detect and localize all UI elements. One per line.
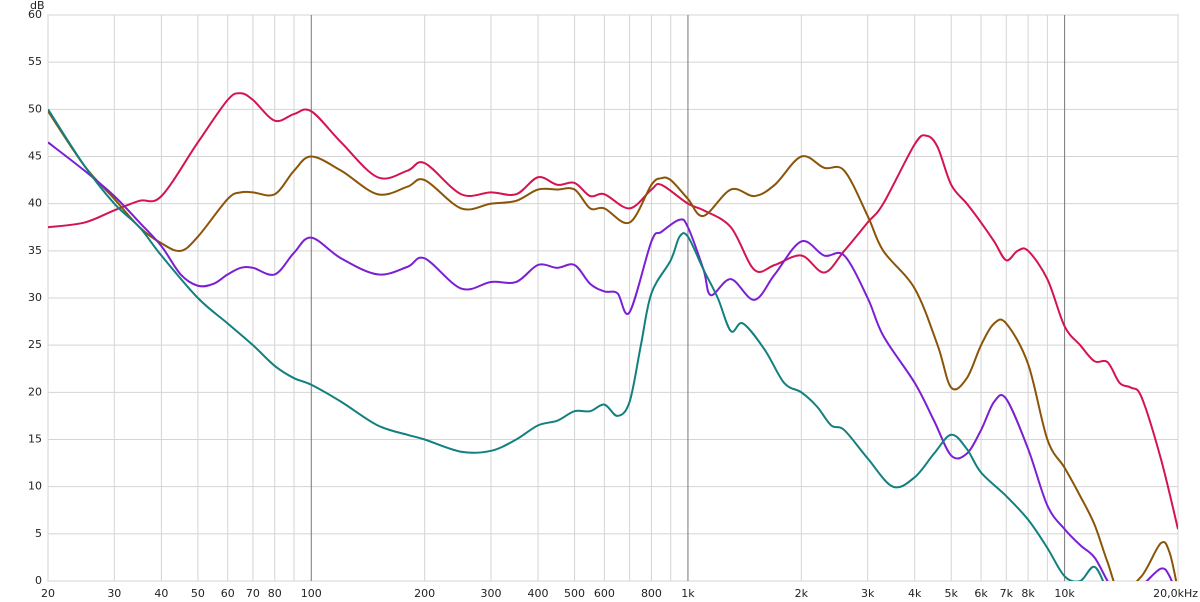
y-tick-label: 60 bbox=[28, 8, 42, 21]
x-tick-label: 60 bbox=[221, 587, 235, 600]
x-tick-label: 8k bbox=[1021, 587, 1035, 600]
y-tick-label: 50 bbox=[28, 102, 42, 115]
x-tick-label: 6k bbox=[974, 587, 988, 600]
x-tick-label: 20 bbox=[41, 587, 55, 600]
y-tick-label: 55 bbox=[28, 55, 42, 68]
y-tick-label: 15 bbox=[28, 433, 42, 446]
x-tick-label: 400 bbox=[528, 587, 549, 600]
x-tick-label: 800 bbox=[641, 587, 662, 600]
response-line bbox=[48, 92, 1178, 530]
x-tick-label: 3k bbox=[861, 587, 875, 600]
y-tick-label: 35 bbox=[28, 244, 42, 257]
x-tick-label: 30 bbox=[107, 587, 121, 600]
x-tick-label: 80 bbox=[268, 587, 282, 600]
y-tick-label: 45 bbox=[28, 150, 42, 163]
x-tick-label: 100 bbox=[301, 587, 322, 600]
x-tick-label: 7k bbox=[1000, 587, 1014, 600]
y-tick-label: 20 bbox=[28, 385, 42, 398]
x-tick-label: 40 bbox=[154, 587, 168, 600]
x-tick-label: 600 bbox=[594, 587, 615, 600]
y-axis-label: dB bbox=[30, 0, 45, 12]
x-tick-label: 300 bbox=[480, 587, 501, 600]
x-tick-label: 50 bbox=[191, 587, 205, 600]
x-tick-label: 5k bbox=[945, 587, 959, 600]
x-tick-label: 20,0kHz bbox=[1153, 587, 1198, 600]
y-tick-label: 40 bbox=[28, 197, 42, 210]
x-tick-label: 1k bbox=[681, 587, 695, 600]
response-line bbox=[48, 141, 1173, 581]
response-line bbox=[48, 108, 1105, 581]
y-tick-label: 0 bbox=[35, 574, 42, 587]
y-tick-label: 30 bbox=[28, 291, 42, 304]
x-tick-label: 10k bbox=[1054, 587, 1075, 600]
x-tick-label: 70 bbox=[246, 587, 260, 600]
response-line bbox=[48, 110, 1178, 581]
y-tick-label: 10 bbox=[28, 480, 42, 493]
x-tick-label: 500 bbox=[564, 587, 585, 600]
x-tick-label: 4k bbox=[908, 587, 922, 600]
y-tick-label: 5 bbox=[35, 527, 42, 540]
x-tick-label: 2k bbox=[795, 587, 809, 600]
x-tick-label: 200 bbox=[414, 587, 435, 600]
y-tick-label: 25 bbox=[28, 338, 42, 351]
